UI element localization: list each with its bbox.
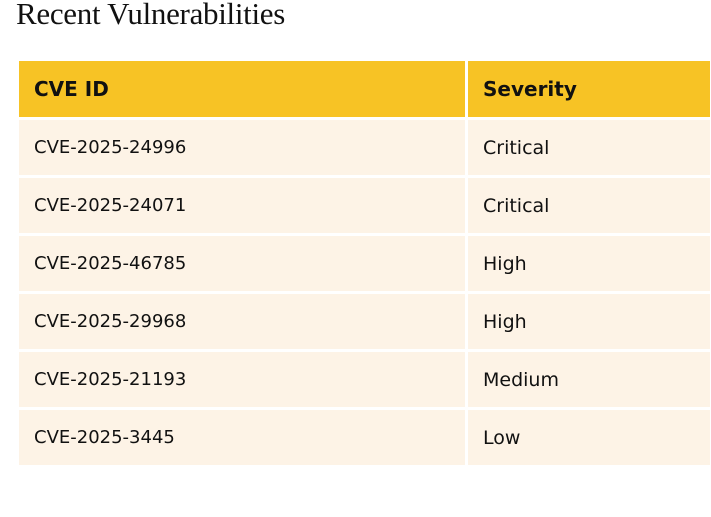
cve-id: CVE-2025-24071: [16, 175, 468, 236]
header-row: CVE ID Severity: [16, 58, 711, 120]
table-row: CVE-2025-29968 High: [16, 291, 711, 352]
severity: Critical: [465, 175, 711, 236]
cve-id: CVE-2025-24996: [16, 117, 468, 178]
vulnerability-table: CVE ID Severity CVE-2025-24996 Critical CV…: [16, 58, 711, 468]
table-row: CVE-2025-24071 Critical: [16, 175, 711, 236]
severity: Low: [465, 407, 711, 468]
severity: High: [465, 291, 711, 352]
column-header: CVE ID: [16, 58, 468, 120]
table-body: CVE-2025-24996 Critical CVE-2025-24071 Crit…: [16, 117, 711, 468]
severity: High: [465, 233, 711, 294]
table-row: CVE-2025-46785 High: [16, 233, 711, 294]
table-row: CVE-2025-3445 Low: [16, 407, 711, 468]
column-header: Severity: [465, 58, 711, 120]
cve-id: CVE-2025-21193: [16, 349, 468, 410]
page-title: Recent Vulnerabilities: [16, 0, 286, 31]
cve-id: CVE-2025-3445: [16, 407, 468, 468]
table-row: CVE-2025-24996 Critical: [16, 117, 711, 178]
severity: Critical: [465, 117, 711, 178]
severity: Medium: [465, 349, 711, 410]
table-row: CVE-2025-21193 Medium: [16, 349, 711, 410]
cve-id: CVE-2025-46785: [16, 233, 468, 294]
cve-id: CVE-2025-29968: [16, 291, 468, 352]
